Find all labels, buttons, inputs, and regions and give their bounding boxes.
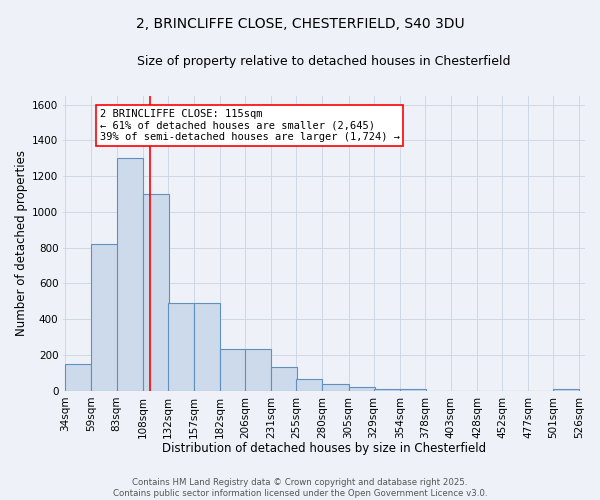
Bar: [194, 303, 220, 391]
Bar: [220, 349, 246, 391]
Bar: [553, 389, 580, 391]
Bar: [116, 158, 143, 391]
Bar: [271, 366, 298, 391]
Bar: [65, 364, 91, 391]
Bar: [143, 194, 169, 391]
Text: 2 BRINCLIFFE CLOSE: 115sqm
← 61% of detached houses are smaller (2,645)
39% of s: 2 BRINCLIFFE CLOSE: 115sqm ← 61% of deta…: [100, 109, 400, 142]
Bar: [349, 388, 374, 391]
Bar: [168, 303, 194, 391]
Y-axis label: Number of detached properties: Number of detached properties: [15, 150, 28, 336]
Bar: [91, 244, 118, 391]
Text: 2, BRINCLIFFE CLOSE, CHESTERFIELD, S40 3DU: 2, BRINCLIFFE CLOSE, CHESTERFIELD, S40 3…: [136, 18, 464, 32]
X-axis label: Distribution of detached houses by size in Chesterfield: Distribution of detached houses by size …: [162, 442, 486, 455]
Bar: [374, 389, 400, 391]
Bar: [400, 389, 426, 391]
Title: Size of property relative to detached houses in Chesterfield: Size of property relative to detached ho…: [137, 55, 511, 68]
Bar: [245, 349, 271, 391]
Bar: [322, 384, 349, 391]
Bar: [296, 379, 322, 391]
Text: Contains HM Land Registry data © Crown copyright and database right 2025.
Contai: Contains HM Land Registry data © Crown c…: [113, 478, 487, 498]
